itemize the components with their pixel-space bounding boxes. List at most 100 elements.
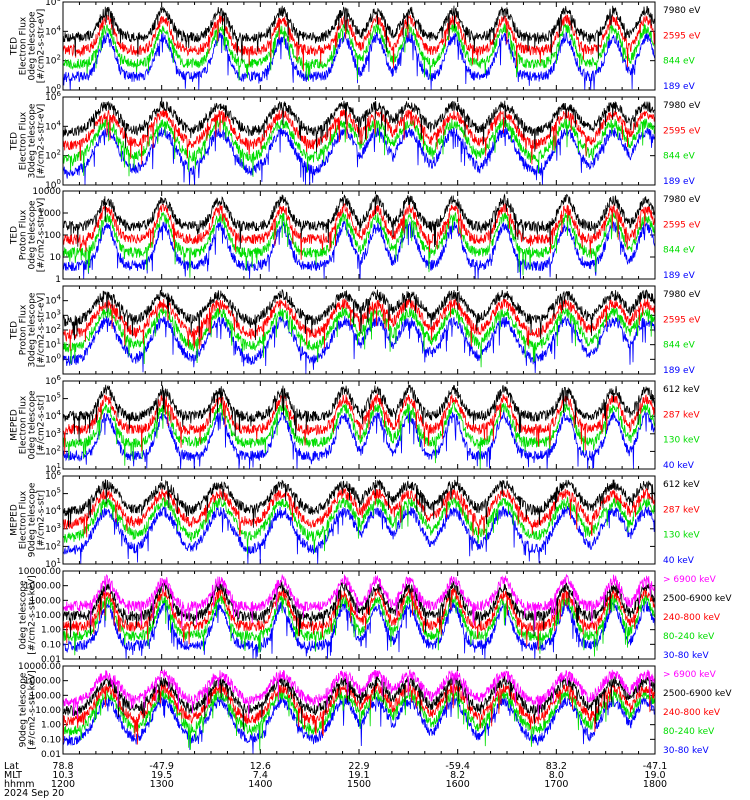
- x-tick-mlt: 19.0: [644, 770, 665, 781]
- y-tick-label: 104: [45, 119, 61, 132]
- legend-entry: > 6900 keV: [663, 575, 717, 585]
- y-axis-label: [#/cm2-s-str-keV]: [28, 670, 38, 749]
- series-line-0: [62, 5, 656, 61]
- y-axis-label: [#/cm2-s-str-eV]: [37, 104, 47, 179]
- series-line-4: [62, 600, 656, 659]
- y-tick-label: 103: [45, 427, 61, 440]
- legend-entry: 2595 eV: [663, 220, 701, 230]
- legend-entry: 189 eV: [663, 177, 696, 187]
- series-line-3: [62, 315, 656, 374]
- y-axis-label: 30deg telescope: [28, 292, 38, 367]
- y-tick-label: 1.00: [41, 626, 61, 636]
- legend-entry: 844 eV: [663, 341, 696, 351]
- series-line-2: [62, 681, 656, 745]
- y-tick-label: 10000.00: [18, 662, 61, 672]
- series-line-3: [62, 593, 656, 657]
- x-tick-lat: -47.9: [149, 761, 174, 772]
- legend-entry: 130 keV: [663, 531, 700, 541]
- legend-entry: 189 eV: [663, 271, 696, 281]
- x-tick-hhmm: 1300: [150, 779, 174, 790]
- series-line-2: [62, 23, 656, 82]
- y-tick-label: 105: [45, 487, 61, 500]
- legend-entry: 287 keV: [663, 410, 700, 420]
- flux-panel-3: 1 10 100 1000 10000 TED Proton Flux 0deg telesc…: [10, 187, 702, 285]
- y-tick-label: 100: [44, 231, 61, 241]
- series-line-1: [62, 393, 656, 455]
- y-tick-label: 1.00: [41, 721, 61, 731]
- y-axis-label: [#/cm2-s-str]: [37, 490, 47, 550]
- x-tick-mlt: 19.5: [151, 770, 172, 781]
- y-tick-label: 10.00: [35, 611, 61, 621]
- x-tick-lat: -59.4: [445, 761, 470, 772]
- y-tick-label: 10000.00: [18, 567, 61, 577]
- x-tick-hhmm: 1600: [446, 779, 470, 790]
- y-tick-label: 102: [45, 539, 61, 552]
- y-axis-label: MEPED: [10, 504, 20, 536]
- y-tick-label: 1: [55, 275, 61, 285]
- series-line-0: [62, 288, 656, 341]
- date-label: 2024 Sep 20: [4, 788, 64, 799]
- y-axis-label: [#/cm2-s-str-keV]: [28, 575, 38, 654]
- series-line-2: [62, 496, 656, 555]
- x-tick-hhmm: 1700: [544, 779, 568, 790]
- x-row-label: MLT: [4, 770, 22, 781]
- y-axis-label: TED: [10, 321, 20, 340]
- y-tick-label: 100.00: [30, 596, 62, 606]
- y-tick-label: 106: [45, 374, 61, 387]
- series-line-2: [62, 211, 656, 278]
- x-tick-mlt: 8.2: [450, 770, 465, 781]
- series-line-0: [62, 383, 656, 442]
- y-tick-label: 103: [45, 308, 61, 321]
- legend-entry: 844 eV: [663, 152, 696, 162]
- series-line-1: [62, 298, 656, 352]
- y-tick-label: 102: [45, 149, 61, 162]
- series-line-0: [62, 573, 656, 631]
- x-tick-lat: 22.9: [348, 761, 369, 772]
- legend-entry: 7980 eV: [663, 290, 701, 300]
- y-tick-label: 1000.00: [24, 677, 61, 687]
- y-axis-label: TED: [10, 226, 20, 245]
- y-axis-label: 0deg telescope: [28, 11, 38, 81]
- legend-entry: 40 keV: [663, 461, 695, 471]
- series-line-1: [62, 14, 656, 72]
- legend-entry: 2500-6900 keV: [663, 689, 732, 699]
- y-axis-label: [#/cm2-s-str-eV]: [37, 9, 47, 84]
- x-tick-lat: 83.2: [546, 761, 567, 772]
- legend-entry: 189 eV: [663, 82, 696, 92]
- legend-entry: 130 keV: [663, 436, 700, 446]
- legend-entry: 30-80 keV: [663, 651, 709, 661]
- series-line-0: [62, 479, 656, 528]
- legend-entry: > 6900 keV: [663, 670, 717, 680]
- y-tick-label: 104: [45, 24, 61, 37]
- x-tick-hhmm: 1500: [347, 779, 371, 790]
- y-tick-label: 102: [45, 444, 61, 457]
- legend-entry: 30-80 keV: [663, 746, 709, 756]
- x-tick-mlt: 7.4: [253, 770, 268, 781]
- legend-entry: 2595 eV: [663, 315, 701, 325]
- legend-entry: 844 eV: [663, 57, 696, 67]
- y-axis-label: [#/cm2-s-str-eV]: [37, 198, 47, 273]
- x-tick-hhmm: 1200: [51, 779, 75, 790]
- y-axis-label: Electron Flux: [19, 16, 29, 75]
- series-line-4: [62, 695, 655, 754]
- y-tick-label: 0.01: [41, 655, 61, 665]
- y-tick-label: 100.00: [30, 691, 62, 701]
- y-axis-label: MEPED: [10, 409, 20, 441]
- legend-entry: 7980 eV: [663, 101, 701, 111]
- series-line-2: [62, 588, 656, 651]
- y-tick-label: 104: [45, 504, 61, 517]
- series-line-2: [62, 400, 656, 469]
- y-axis-label: [#/cm2-s-str-eV]: [37, 293, 47, 368]
- y-axis-label: [#/cm2-s-str]: [37, 395, 47, 455]
- y-tick-label: 101: [45, 338, 61, 351]
- y-axis-label: 90deg telescope: [19, 672, 29, 747]
- y-axis-label: Electron Flux: [19, 111, 29, 170]
- flux-panel-7: 0.01 0.10 1.00 10.00 100.00 1000.00 10000.00 0d…: [18, 567, 732, 665]
- x-tick-mlt: 8.0: [549, 770, 564, 781]
- flux-panel-8: 0.01 0.10 1.00 10.00 100.00 1000.00 10000.0090…: [18, 662, 732, 760]
